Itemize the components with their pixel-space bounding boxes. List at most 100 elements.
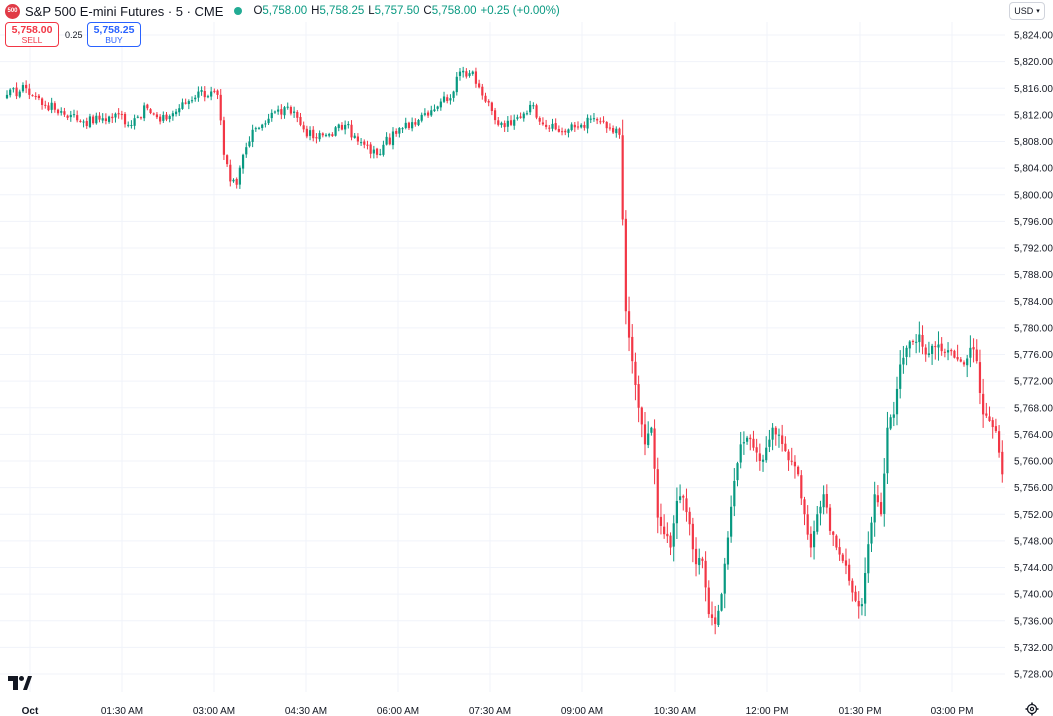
candle-body bbox=[414, 122, 417, 125]
candle-body bbox=[997, 431, 1001, 453]
candle bbox=[194, 94, 197, 102]
candle bbox=[745, 435, 749, 445]
candle-body bbox=[564, 130, 567, 133]
candle-body bbox=[755, 447, 758, 453]
time-axis[interactable]: Oct 01:30 AM 03:00 AM 04:30 AM 06:00 AM 07:30… bbox=[22, 706, 974, 716]
candle bbox=[471, 70, 474, 76]
candle-body bbox=[551, 123, 554, 129]
sell-button[interactable]: 5,758.00 SELL bbox=[5, 22, 59, 47]
buy-button[interactable]: 5,758.25 BUY bbox=[87, 22, 141, 47]
price-axis[interactable]: 5,824.00 5,820.00 5,816.00 5,812.00 5,808.00… bbox=[1014, 31, 1053, 681]
candle bbox=[85, 117, 88, 129]
open-value: 5,758.00 bbox=[262, 5, 308, 17]
candle bbox=[704, 551, 707, 602]
candle bbox=[793, 455, 797, 479]
candle bbox=[832, 530, 835, 547]
candle-body bbox=[921, 335, 924, 347]
candle bbox=[190, 96, 194, 104]
candle-body bbox=[280, 109, 283, 115]
candle bbox=[149, 108, 152, 115]
candle-body bbox=[742, 442, 745, 444]
candle-body bbox=[730, 506, 733, 537]
candle bbox=[347, 121, 350, 129]
candle-body bbox=[107, 116, 111, 122]
candle bbox=[465, 68, 468, 79]
candle-body bbox=[442, 96, 446, 102]
candle bbox=[286, 102, 289, 110]
candle-body bbox=[659, 516, 663, 526]
candle bbox=[143, 102, 146, 122]
candle bbox=[363, 139, 366, 149]
candle bbox=[663, 514, 666, 539]
candle bbox=[816, 505, 819, 535]
candle bbox=[40, 97, 44, 110]
candle-body bbox=[388, 137, 391, 145]
candle bbox=[136, 115, 139, 119]
candle bbox=[63, 107, 66, 117]
candle-body bbox=[800, 475, 803, 499]
candle bbox=[34, 92, 37, 100]
symbol-title[interactable]: S&P 500 E-mini Futures · 5 · CME bbox=[25, 3, 224, 19]
candle-body bbox=[765, 447, 768, 461]
candle-body bbox=[506, 120, 509, 127]
candle-body bbox=[478, 83, 481, 88]
candle bbox=[701, 556, 704, 569]
price-tick-label: 5,732.00 bbox=[1014, 643, 1053, 654]
candle bbox=[838, 538, 841, 561]
candle-body bbox=[168, 116, 171, 120]
candle-body bbox=[736, 463, 739, 481]
candle-body bbox=[532, 105, 535, 107]
candle-body bbox=[857, 600, 860, 607]
candle bbox=[280, 104, 283, 120]
time-tick-label: 03:00 AM bbox=[193, 706, 235, 716]
tradingview-logo-icon[interactable] bbox=[8, 676, 32, 690]
candle-body bbox=[232, 179, 235, 182]
candle-body bbox=[411, 122, 414, 129]
candle bbox=[503, 120, 506, 132]
candle bbox=[439, 98, 442, 111]
candle bbox=[229, 159, 232, 187]
candle bbox=[672, 515, 675, 562]
candle bbox=[232, 178, 235, 183]
candle-body bbox=[666, 533, 669, 537]
candle bbox=[162, 111, 165, 123]
candle bbox=[851, 578, 854, 602]
candle-body bbox=[704, 560, 707, 588]
candle bbox=[388, 133, 391, 146]
candle bbox=[605, 121, 608, 133]
candle-body bbox=[841, 554, 844, 561]
candle bbox=[95, 112, 98, 125]
price-tick-label: 5,728.00 bbox=[1014, 670, 1053, 681]
price-tick-label: 5,752.00 bbox=[1014, 510, 1053, 521]
candle-body bbox=[525, 113, 529, 115]
candle bbox=[908, 340, 911, 358]
candle-body bbox=[599, 121, 602, 123]
gear-icon[interactable] bbox=[1025, 702, 1039, 716]
candle bbox=[538, 116, 541, 125]
candle bbox=[946, 342, 950, 361]
candle-body bbox=[867, 544, 870, 574]
candle bbox=[56, 108, 60, 116]
candle bbox=[669, 532, 672, 556]
candle bbox=[586, 114, 589, 134]
currency-select[interactable]: USD ▾ bbox=[1009, 2, 1045, 20]
market-status-icon[interactable] bbox=[234, 7, 243, 15]
candle bbox=[787, 449, 790, 471]
candle bbox=[197, 86, 200, 102]
candle-body bbox=[474, 71, 478, 84]
candle-body bbox=[369, 144, 372, 154]
candle bbox=[114, 112, 117, 123]
candle bbox=[430, 105, 433, 117]
candle bbox=[608, 123, 612, 131]
candle bbox=[956, 344, 959, 362]
candle bbox=[15, 82, 18, 100]
spread-value: 0.25 bbox=[65, 29, 83, 40]
price-tick-label: 5,776.00 bbox=[1014, 350, 1053, 361]
candle-body bbox=[675, 500, 678, 524]
sell-label: SELL bbox=[21, 34, 43, 45]
candle-body bbox=[248, 141, 251, 147]
candle bbox=[127, 121, 130, 128]
candle bbox=[270, 109, 273, 122]
candle-body bbox=[481, 86, 484, 96]
